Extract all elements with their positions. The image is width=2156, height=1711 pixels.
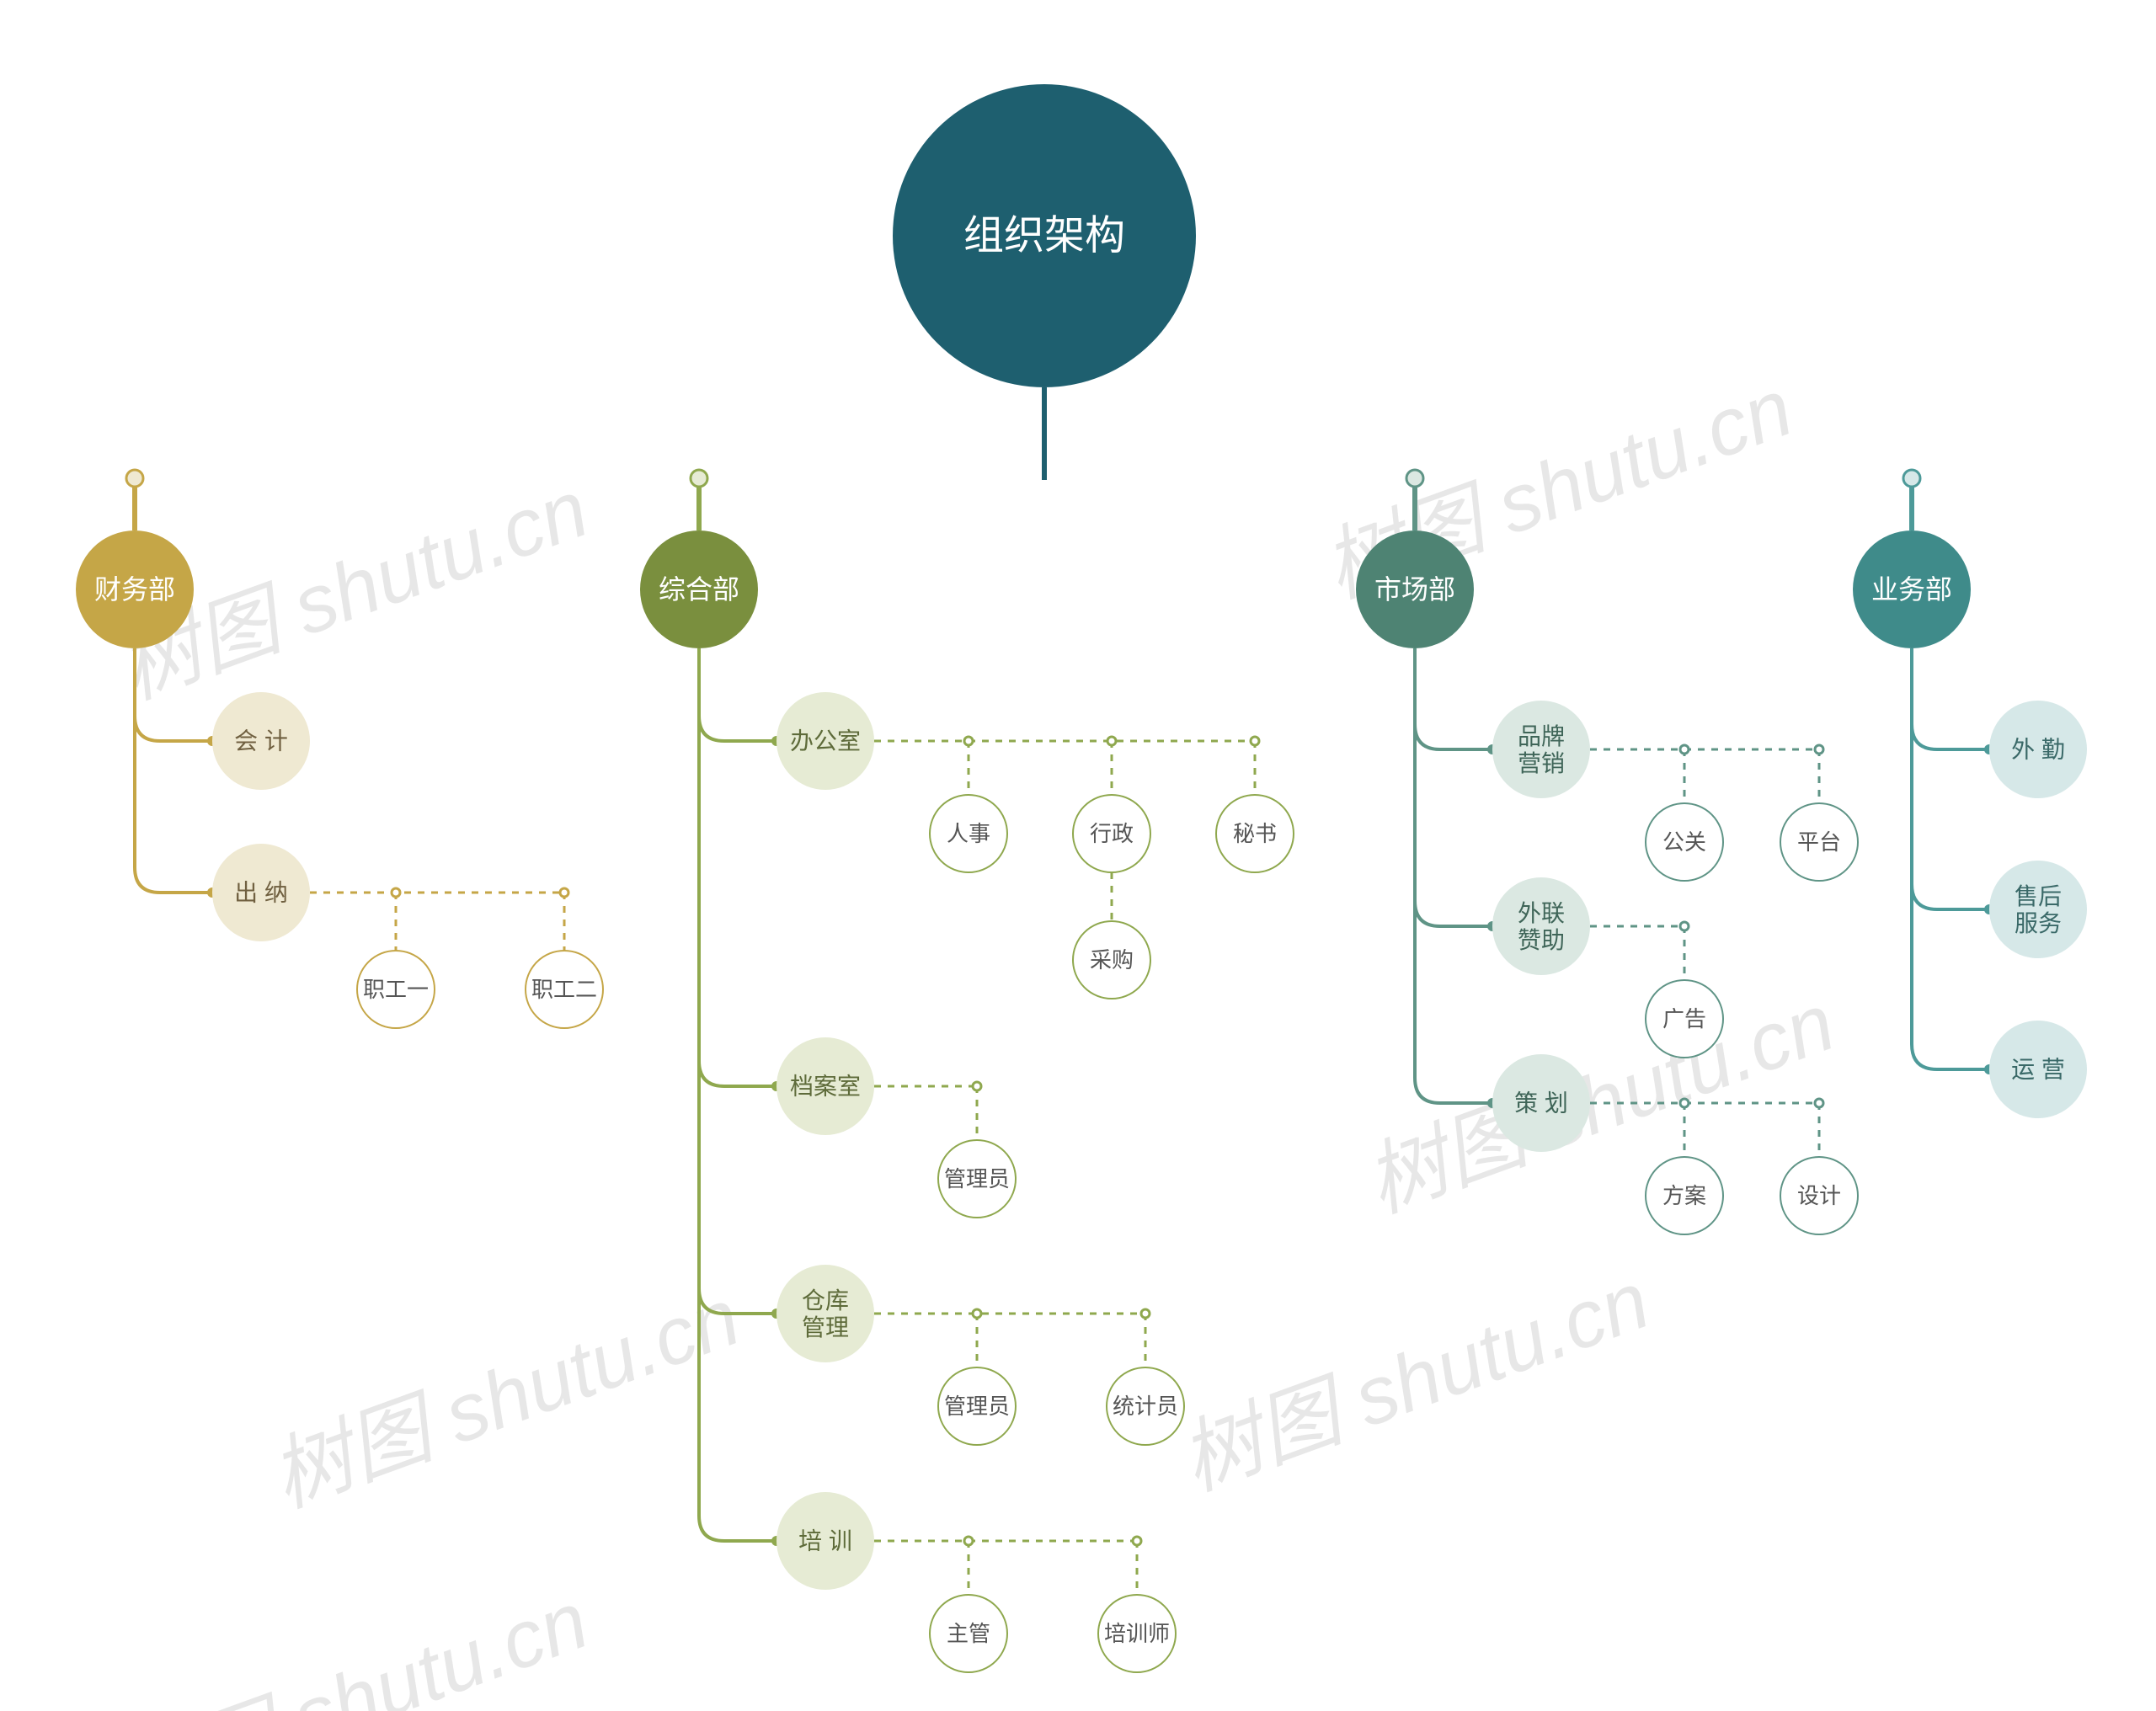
child-label: 售后服务 <box>2015 883 2062 936</box>
leaf-label: 方案 <box>1662 1183 1706 1208</box>
dept-label: 财务部 <box>94 574 175 605</box>
leaf-label: 设计 <box>1797 1183 1841 1208</box>
org-chart-diagram: 树图 shutu.cn 树图 shutu.cn 树图 shutu.cn 树图 shut… <box>0 0 2156 1711</box>
dept-label: 业务部 <box>1871 574 1952 605</box>
leaf-label: 平台 <box>1797 829 1841 855</box>
watermarks: 树图 shutu.cn 树图 shutu.cn 树图 shutu.cn 树图 shut… <box>108 362 1845 1711</box>
leaf-label: 采购 <box>1090 947 1134 973</box>
child-label: 培 训 <box>798 1528 852 1554</box>
child-label: 办公室 <box>790 728 861 754</box>
leaf-label: 秘书 <box>1233 821 1277 846</box>
watermark-text: 树图 shutu.cn <box>259 1271 750 1523</box>
child-label: 会 计 <box>234 728 288 754</box>
leaf-label: 培训师 <box>1104 1621 1170 1646</box>
leaf-label: 职工二 <box>531 977 597 1002</box>
child-label: 外联赞助 <box>1518 900 1565 953</box>
connector-dot <box>1406 470 1423 487</box>
connector-dot <box>126 470 143 487</box>
watermark-text: 树图 shutu.cn <box>1354 977 1845 1229</box>
leaf-label: 主管 <box>947 1621 990 1646</box>
leaf-label: 人事 <box>947 821 990 846</box>
dept-label: 综合部 <box>659 574 739 605</box>
leaf-label: 职工一 <box>363 977 429 1002</box>
leaf-label: 管理员 <box>944 1394 1010 1419</box>
child-label: 仓库管理 <box>802 1287 849 1341</box>
leaf-label: 统计员 <box>1113 1394 1178 1419</box>
child-label: 档案室 <box>790 1074 861 1100</box>
leaf-label: 管理员 <box>944 1166 1010 1191</box>
child-label: 策 划 <box>1514 1090 1568 1117</box>
leaf-label: 广告 <box>1662 1006 1706 1031</box>
watermark-text: 树图 shutu.cn <box>108 1575 599 1711</box>
leaf-label: 行政 <box>1090 821 1134 846</box>
child-label: 出 纳 <box>234 880 288 906</box>
watermark-text: 树图 shutu.cn <box>1169 1255 1660 1506</box>
child-label: 运 营 <box>2011 1057 2065 1083</box>
leaf-label: 公关 <box>1662 829 1706 855</box>
child-label: 品牌营销 <box>1518 723 1565 776</box>
dept-label: 市场部 <box>1374 574 1455 605</box>
child-label: 外 勤 <box>2011 737 2065 763</box>
root-label: 组织架构 <box>963 214 1125 259</box>
connector-dot <box>1903 470 1920 487</box>
connector-dot <box>691 470 707 487</box>
